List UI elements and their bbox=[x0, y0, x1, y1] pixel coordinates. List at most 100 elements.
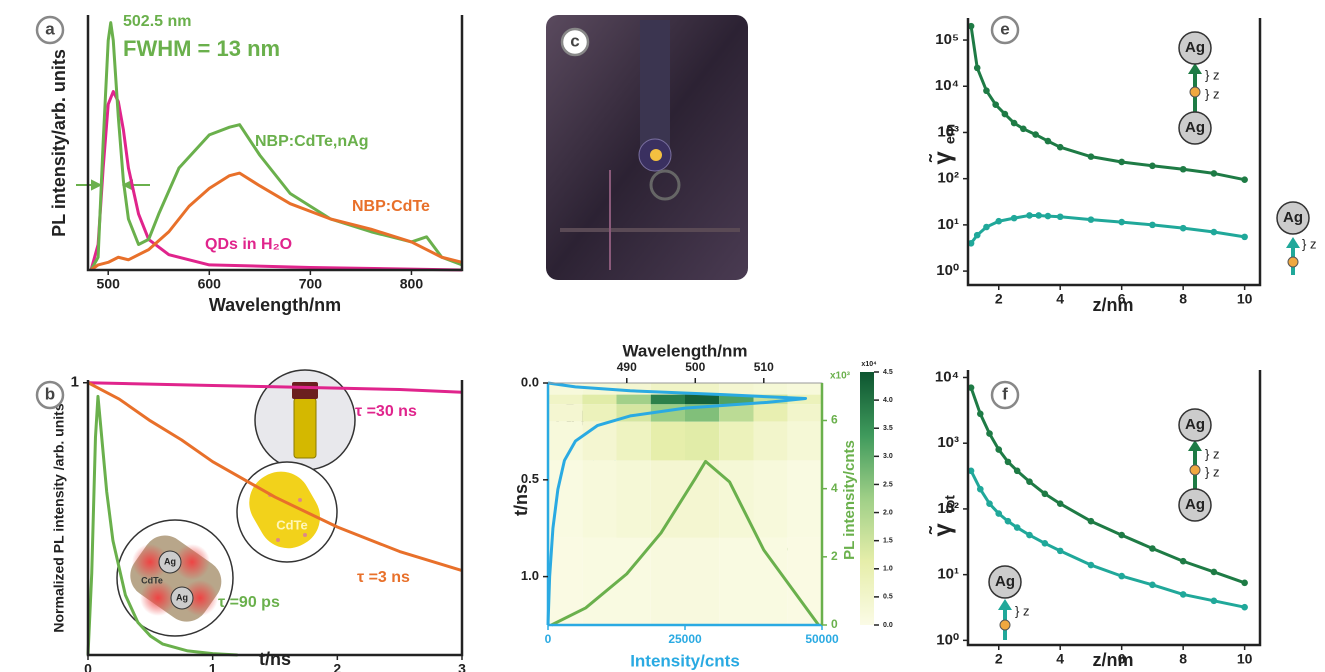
heatmap-cell bbox=[650, 383, 685, 395]
marker bbox=[1087, 517, 1095, 525]
top-tick-label: 500 bbox=[685, 360, 705, 374]
heatmap-cell bbox=[787, 404, 822, 422]
bottom-tick-label: 8 bbox=[1179, 651, 1187, 667]
bottom-tick-label: 10 bbox=[1237, 291, 1253, 307]
series-label: NBP:CdTe,nAg bbox=[255, 133, 368, 150]
marker bbox=[1149, 162, 1156, 170]
hybrid-inset bbox=[116, 519, 234, 637]
marker bbox=[973, 64, 981, 72]
marker bbox=[986, 430, 993, 437]
annotation: 502.5 nm bbox=[123, 13, 191, 30]
inset-label: } z bbox=[1205, 67, 1219, 82]
colorbar-label: x10⁴ bbox=[861, 361, 877, 368]
heatmap-cell bbox=[753, 460, 788, 538]
left-tick-label: 0.0 bbox=[521, 374, 539, 389]
axes-frame bbox=[86, 15, 464, 272]
dimer-inset bbox=[1178, 31, 1310, 275]
marker bbox=[983, 87, 990, 95]
x-axis-label: z/nm bbox=[1092, 295, 1133, 315]
right-tick-label: 4.5 bbox=[883, 369, 893, 376]
marker bbox=[1004, 458, 1012, 466]
bottom-tick-label: 1 bbox=[209, 661, 217, 672]
left-tick-label: 10² bbox=[937, 500, 959, 517]
heatmap-cell bbox=[787, 460, 822, 538]
top-tick-label: 510 bbox=[754, 360, 774, 374]
marker bbox=[1026, 478, 1033, 485]
left-tick-label: 10¹ bbox=[937, 216, 959, 233]
heatmap-cell bbox=[719, 394, 754, 405]
panel-label: a bbox=[45, 19, 55, 38]
series-label: QDs in H₂O bbox=[205, 236, 292, 253]
series-line bbox=[90, 171, 463, 272]
heatmap-cell bbox=[719, 383, 754, 395]
heatmap-cell bbox=[685, 383, 720, 395]
marker bbox=[1041, 490, 1049, 498]
marker bbox=[976, 410, 984, 418]
heatmap-cell bbox=[719, 404, 754, 422]
heatmap-cell bbox=[582, 394, 617, 405]
heatmap-cell bbox=[548, 537, 583, 625]
inset-label: CdTe bbox=[276, 517, 308, 532]
axes-frame bbox=[966, 370, 1262, 647]
bottom-tick-label: 700 bbox=[299, 276, 323, 292]
marker bbox=[1149, 581, 1156, 589]
heatmap-cell bbox=[582, 460, 617, 538]
heatmap-cell bbox=[719, 460, 754, 538]
marker bbox=[1087, 561, 1095, 569]
photo bbox=[546, 15, 748, 280]
marker bbox=[992, 101, 999, 108]
inset-label: Ag bbox=[1185, 39, 1205, 56]
right-tick-label: 2.5 bbox=[883, 481, 893, 488]
marker bbox=[967, 239, 975, 247]
series-line bbox=[86, 394, 238, 657]
heatmap-cell bbox=[685, 394, 720, 405]
series-line bbox=[89, 21, 463, 271]
marker bbox=[1210, 597, 1218, 605]
marker bbox=[1149, 545, 1156, 552]
heatmap-cell bbox=[787, 537, 822, 625]
inset-label: Ag bbox=[1185, 496, 1205, 513]
marker bbox=[1013, 467, 1021, 475]
bottom-tick-label: 2 bbox=[333, 661, 341, 672]
marker bbox=[1179, 557, 1187, 565]
series-label: τ =90 ps bbox=[218, 594, 280, 611]
marker bbox=[1149, 221, 1156, 229]
y-axis-label: γ̃ bbox=[928, 151, 956, 165]
heatmap-cell bbox=[650, 537, 685, 625]
panel-label: b bbox=[45, 384, 55, 403]
inset-label: Ag bbox=[995, 573, 1015, 590]
cdte-inset bbox=[236, 461, 338, 563]
axes-frame bbox=[86, 380, 464, 657]
marker bbox=[986, 500, 993, 508]
heatmap-cell bbox=[548, 404, 583, 422]
bottom-tick-label: 800 bbox=[400, 276, 424, 292]
series-line bbox=[87, 381, 463, 573]
heatmap-cell bbox=[753, 404, 788, 422]
inset-label: } z bbox=[1015, 603, 1029, 618]
marker bbox=[1210, 170, 1218, 177]
heatmap-cell bbox=[753, 394, 788, 405]
marker bbox=[995, 446, 1003, 453]
bottom-tick-label: 0 bbox=[84, 661, 92, 672]
marker bbox=[1032, 131, 1039, 138]
heatmap-cell bbox=[650, 421, 685, 461]
bottom-tick-label: 4 bbox=[1056, 291, 1064, 307]
bottom-tick-label: 4 bbox=[1056, 651, 1064, 667]
marker bbox=[1010, 119, 1018, 127]
inset-label: } z bbox=[1205, 86, 1219, 101]
bottom-tick-label: 3 bbox=[458, 661, 466, 672]
heatmap-cell bbox=[753, 383, 788, 395]
y-axis-label-subscript: em bbox=[942, 124, 958, 144]
bottom-tick-label: 10 bbox=[1237, 651, 1253, 667]
y2-unit: x10³ bbox=[830, 371, 851, 382]
marker bbox=[995, 510, 1003, 517]
x2-axis-label: Intensity/cnts bbox=[630, 651, 740, 670]
inset-label: Ag bbox=[164, 556, 176, 566]
marker bbox=[1118, 531, 1125, 539]
marker bbox=[1056, 143, 1064, 151]
heatmap-cell bbox=[582, 421, 617, 461]
inset-label: } z bbox=[1205, 464, 1219, 479]
heatmap-cell bbox=[650, 394, 685, 405]
bottom-tick-label: 25000 bbox=[668, 632, 702, 646]
